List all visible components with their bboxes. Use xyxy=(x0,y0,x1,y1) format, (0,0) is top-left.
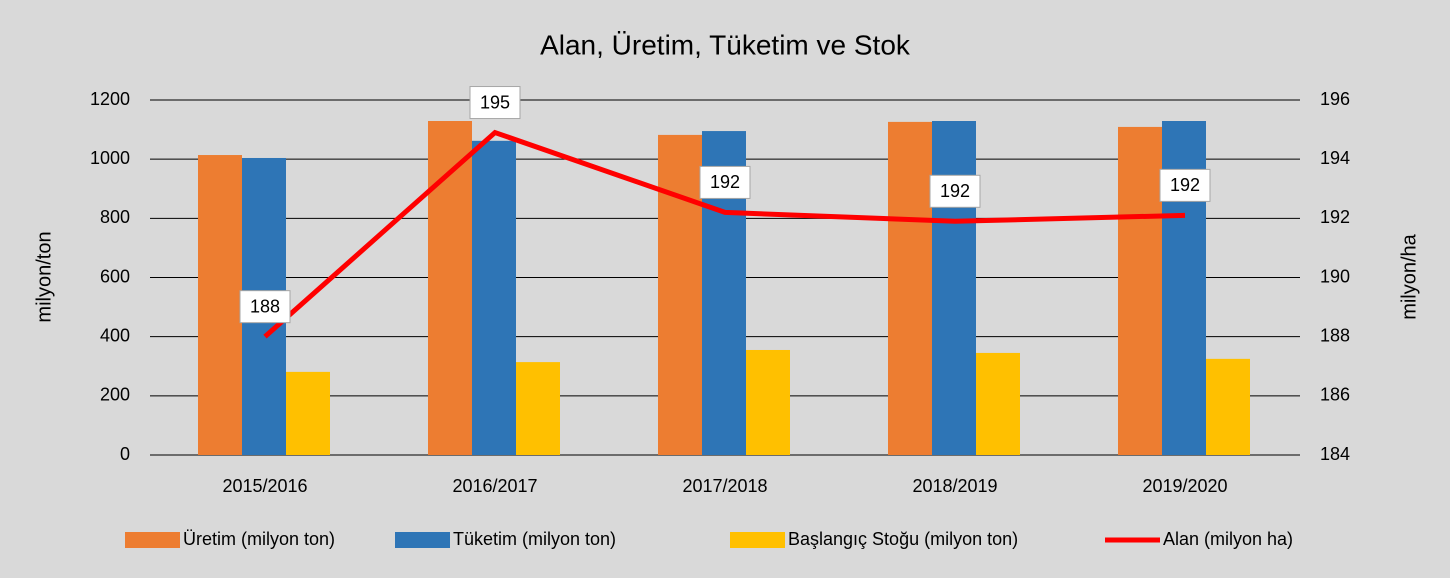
legend-label: Başlangıç Stoğu (milyon ton) xyxy=(788,529,1018,549)
bar xyxy=(472,140,516,455)
bar xyxy=(658,134,702,456)
data-label-box xyxy=(699,165,751,199)
data-label-box xyxy=(1159,168,1211,202)
x-tick-label: 2016/2017 xyxy=(452,476,537,496)
y2-tick-label: 192 xyxy=(1320,207,1350,227)
bar xyxy=(976,352,1020,455)
legend-label: Tüketim (milyon ton) xyxy=(453,529,616,549)
x-tick-label: 2018/2019 xyxy=(912,476,997,496)
legend-label: Alan (milyon ha) xyxy=(1163,529,1293,549)
data-label: 188 xyxy=(250,296,280,316)
data-label: 192 xyxy=(1170,175,1200,195)
y-axis-title: milyon/ton xyxy=(33,231,55,322)
y2-tick-label: 184 xyxy=(1320,444,1350,464)
data-label: 192 xyxy=(710,172,740,192)
legend-swatch xyxy=(730,532,785,548)
bar xyxy=(286,371,330,455)
data-label: 192 xyxy=(940,181,970,201)
legend-swatch xyxy=(125,532,180,548)
chart-title: Alan, Üretim, Tüketim ve Stok xyxy=(540,29,911,60)
x-tick-label: 2017/2018 xyxy=(682,476,767,496)
data-label-box xyxy=(929,174,981,208)
y-tick-label: 200 xyxy=(100,385,130,405)
x-tick-label: 2019/2020 xyxy=(1142,476,1227,496)
y-tick-label: 400 xyxy=(100,325,130,345)
bar xyxy=(932,121,976,456)
y2-axis-title: milyon/ha xyxy=(1398,233,1420,319)
legend-label: Üretim (milyon ton) xyxy=(183,529,335,549)
data-label-box xyxy=(469,86,521,120)
line xyxy=(263,129,1186,339)
data-label: 195 xyxy=(480,92,510,112)
x-tick-label: 2015/2016 xyxy=(222,476,307,496)
bar xyxy=(198,155,242,455)
bar xyxy=(1118,126,1162,455)
y-tick-label: 1200 xyxy=(90,89,130,109)
y2-tick-label: 188 xyxy=(1320,325,1350,345)
data-label-box xyxy=(239,290,291,324)
y2-tick-label: 186 xyxy=(1320,385,1350,405)
bar xyxy=(1206,358,1250,455)
bar xyxy=(516,362,560,455)
bar xyxy=(888,121,932,456)
y-tick-label: 600 xyxy=(100,266,130,286)
y-tick-label: 0 xyxy=(120,444,130,464)
y2-tick-label: 196 xyxy=(1320,89,1350,109)
legend-swatch xyxy=(395,532,450,548)
bar xyxy=(746,349,790,455)
y2-tick-label: 190 xyxy=(1320,266,1350,286)
y-tick-label: 1000 xyxy=(90,148,130,168)
bar xyxy=(428,121,472,456)
y-tick-label: 800 xyxy=(100,207,130,227)
y2-tick-label: 194 xyxy=(1320,148,1350,168)
